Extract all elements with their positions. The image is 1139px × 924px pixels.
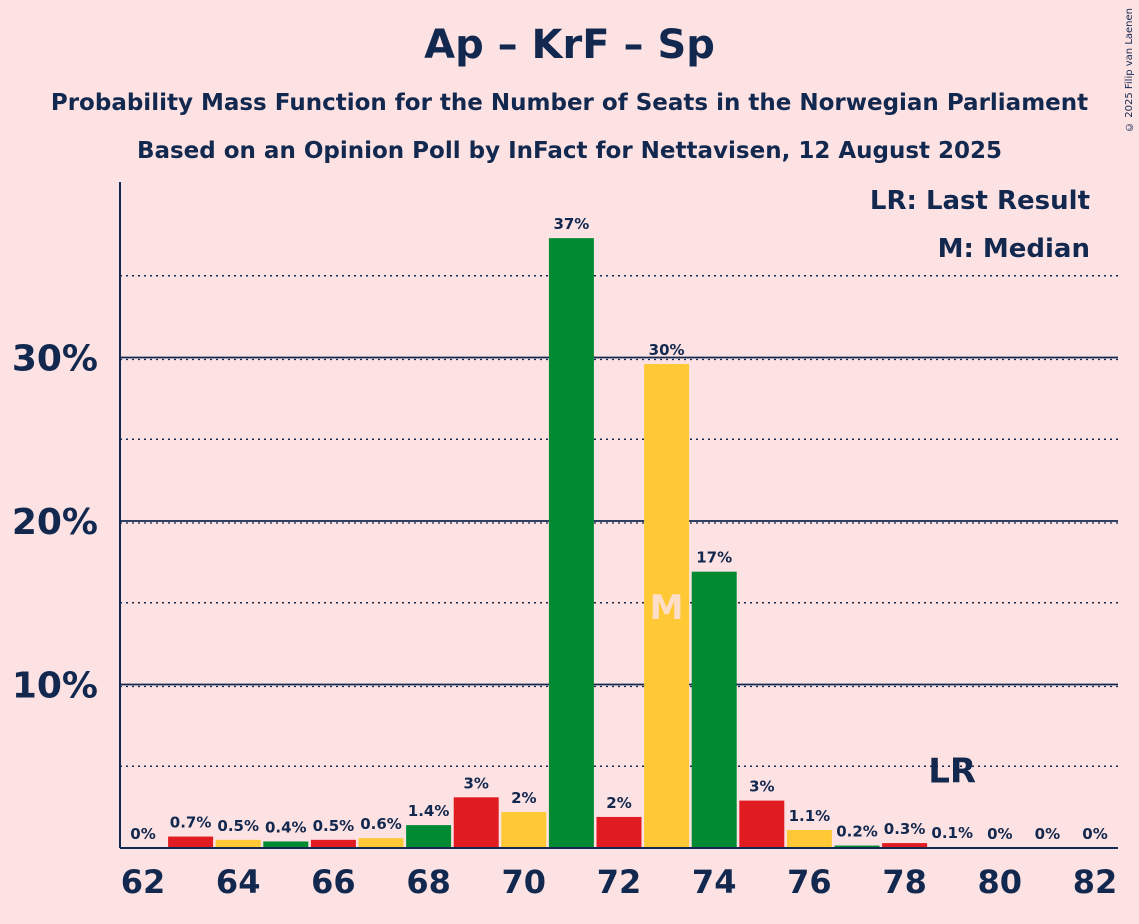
median-marker: M	[650, 588, 684, 628]
bar	[310, 839, 356, 848]
chart-source: Based on an Opinion Poll by InFact for N…	[136, 138, 1003, 164]
legend-last-result: LR: Last Result	[870, 186, 1090, 216]
bar-value-label: 3%	[749, 778, 774, 796]
x-tick-label: 78	[882, 863, 927, 901]
x-tick-label: 62	[121, 863, 166, 901]
y-tick-label: 30%	[12, 339, 98, 380]
bar-value-label: 17%	[696, 549, 732, 567]
bar-value-label: 37%	[553, 215, 589, 233]
chart-title: Ap – KrF – Sp	[424, 22, 715, 68]
bar	[596, 816, 642, 848]
bar-value-label: 1.1%	[789, 807, 831, 825]
x-tick-label: 82	[1073, 863, 1118, 901]
bar	[215, 839, 261, 848]
bar	[406, 825, 452, 848]
y-tick-label: 10%	[12, 666, 98, 707]
x-tick-label: 74	[692, 863, 737, 901]
bar	[882, 843, 928, 848]
bar	[691, 571, 737, 848]
x-tick-label: 66	[311, 863, 356, 901]
y-tick-label: 20%	[12, 502, 98, 543]
bar-value-label: 30%	[649, 341, 685, 359]
x-tick-label: 64	[216, 863, 261, 901]
x-tick-label: 76	[787, 863, 832, 901]
bar-value-label: 3%	[463, 774, 488, 792]
bar-value-label: 0.2%	[836, 823, 878, 841]
bar-value-label: 2%	[606, 794, 631, 812]
bar-value-label: 0.3%	[884, 820, 926, 838]
bar	[786, 830, 832, 848]
x-tick-label: 68	[406, 863, 451, 901]
bar	[263, 841, 309, 848]
x-tick-label: 80	[978, 863, 1023, 901]
x-tick-label: 72	[597, 863, 642, 901]
bar	[168, 836, 214, 848]
bar-value-label: 0%	[1035, 825, 1060, 843]
chart-subtitle: Probability Mass Function for the Number…	[50, 90, 1089, 116]
bar-value-label: 0.4%	[265, 818, 307, 836]
bar-value-label: 0%	[130, 825, 155, 843]
x-tick-label: 70	[502, 863, 547, 901]
bar-value-label: 0%	[987, 825, 1012, 843]
bar	[644, 364, 690, 848]
bar-value-label: 0.6%	[360, 815, 402, 833]
bar-value-label: 2%	[511, 789, 536, 807]
bar-value-label: 0.5%	[217, 817, 259, 835]
legend-median: M: Median	[938, 234, 1090, 264]
last-result-marker: LR	[928, 752, 976, 792]
bar-value-label: 0.5%	[313, 817, 355, 835]
bar-value-label: 1.4%	[408, 802, 450, 820]
bar-value-label: 0.1%	[931, 824, 973, 842]
bar	[501, 812, 547, 848]
bar	[739, 800, 785, 848]
bar-value-label: 0.7%	[170, 814, 212, 832]
bar	[358, 838, 404, 848]
bar	[834, 845, 880, 848]
bar	[453, 797, 499, 848]
bar-value-label: 0%	[1082, 825, 1107, 843]
bar	[548, 238, 594, 848]
